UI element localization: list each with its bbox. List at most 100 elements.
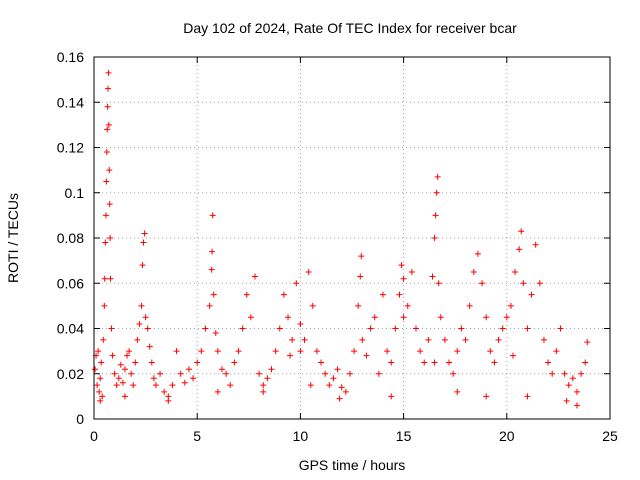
- data-point: [256, 370, 263, 377]
- data-point: [400, 275, 407, 282]
- data-point: [466, 302, 473, 309]
- data-point: [565, 382, 572, 389]
- data-point: [479, 280, 486, 287]
- data-point: [582, 359, 589, 366]
- y-tick-label: 0.06: [57, 275, 84, 291]
- data-point: [351, 348, 358, 355]
- data-point: [95, 348, 102, 355]
- data-point: [412, 325, 419, 332]
- data-point: [99, 393, 106, 400]
- data-point: [97, 375, 104, 382]
- data-point: [322, 370, 329, 377]
- y-tick-label: 0.14: [57, 94, 84, 110]
- data-point: [536, 280, 543, 287]
- data-point: [97, 397, 104, 404]
- data-point: [128, 370, 135, 377]
- data-point: [545, 359, 552, 366]
- data-point: [102, 239, 109, 246]
- data-point: [247, 314, 254, 321]
- data-point: [115, 375, 122, 382]
- data-point: [458, 325, 465, 332]
- data-point: [194, 359, 201, 366]
- data-point: [434, 173, 441, 180]
- data-point: [512, 268, 519, 275]
- chart-title: Day 102 of 2024, Rate Of TEC Index for r…: [183, 20, 517, 36]
- data-point: [355, 302, 362, 309]
- data-point: [441, 336, 448, 343]
- data-point: [367, 325, 374, 332]
- data-point: [198, 348, 205, 355]
- data-point: [431, 235, 438, 241]
- data-point: [157, 370, 164, 377]
- data-point: [92, 366, 99, 373]
- x-tick-label: 10: [293, 428, 309, 444]
- data-point: [276, 325, 283, 332]
- y-tick-label: 0.12: [57, 140, 84, 156]
- data-point: [396, 291, 403, 298]
- data-point: [573, 402, 580, 409]
- y-tick-label: 0.16: [57, 49, 84, 65]
- data-point: [454, 388, 461, 395]
- data-point: [142, 314, 149, 321]
- data-point: [146, 343, 153, 350]
- data-point: [132, 359, 139, 366]
- data-point: [371, 314, 378, 321]
- data-point: [96, 388, 103, 395]
- data-point: [260, 382, 267, 389]
- data-point: [243, 291, 250, 298]
- data-point: [578, 370, 585, 377]
- data-point: [121, 393, 128, 400]
- data-point: [130, 382, 137, 389]
- data-point: [177, 370, 184, 377]
- data-point: [227, 382, 234, 389]
- data-point: [326, 382, 333, 389]
- data-point: [524, 393, 531, 400]
- data-point: [421, 359, 428, 366]
- data-point: [540, 336, 547, 343]
- plot-frame: [93, 56, 611, 420]
- data-point: [104, 103, 111, 110]
- data-point: [425, 336, 432, 343]
- data-point: [287, 352, 294, 359]
- data-point: [404, 302, 411, 309]
- data-point: [119, 379, 126, 386]
- data-point: [208, 266, 215, 273]
- data-point: [474, 250, 481, 257]
- data-point: [121, 366, 128, 373]
- axis-ticks: [93, 56, 611, 420]
- data-point: [429, 273, 436, 280]
- data-point: [375, 370, 382, 377]
- data-point: [297, 348, 304, 355]
- data-point: [305, 268, 312, 275]
- data-point: [239, 325, 246, 332]
- data-point: [379, 291, 386, 298]
- x-tick-label: 20: [499, 428, 515, 444]
- data-point: [487, 348, 494, 355]
- data-point: [231, 359, 238, 366]
- data-point: [359, 336, 366, 343]
- data-point: [499, 325, 506, 332]
- data-point: [432, 212, 439, 219]
- data-point: [94, 382, 101, 389]
- data-point: [528, 291, 535, 298]
- data-point: [509, 352, 516, 359]
- data-point: [98, 359, 105, 366]
- data-point: [206, 302, 213, 309]
- grid-lines: [94, 57, 610, 419]
- data-point: [307, 382, 314, 389]
- y-tick-label: 0.02: [57, 366, 84, 382]
- data-point: [398, 262, 405, 269]
- data-point: [503, 314, 510, 321]
- data-point: [150, 375, 157, 382]
- data-point: [388, 359, 395, 366]
- data-point: [495, 336, 502, 343]
- data-point: [557, 325, 564, 332]
- data-point: [584, 339, 591, 346]
- data-point: [309, 302, 316, 309]
- data-point: [140, 239, 147, 246]
- data-point: [264, 375, 271, 382]
- x-tick-label: 0: [90, 428, 98, 444]
- data-point: [223, 370, 230, 377]
- data-point: [113, 382, 120, 389]
- data-point: [214, 388, 221, 395]
